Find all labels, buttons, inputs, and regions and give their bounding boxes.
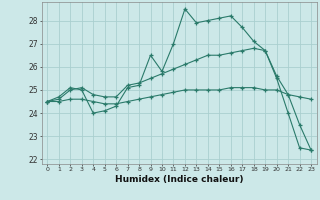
X-axis label: Humidex (Indice chaleur): Humidex (Indice chaleur) <box>115 175 244 184</box>
